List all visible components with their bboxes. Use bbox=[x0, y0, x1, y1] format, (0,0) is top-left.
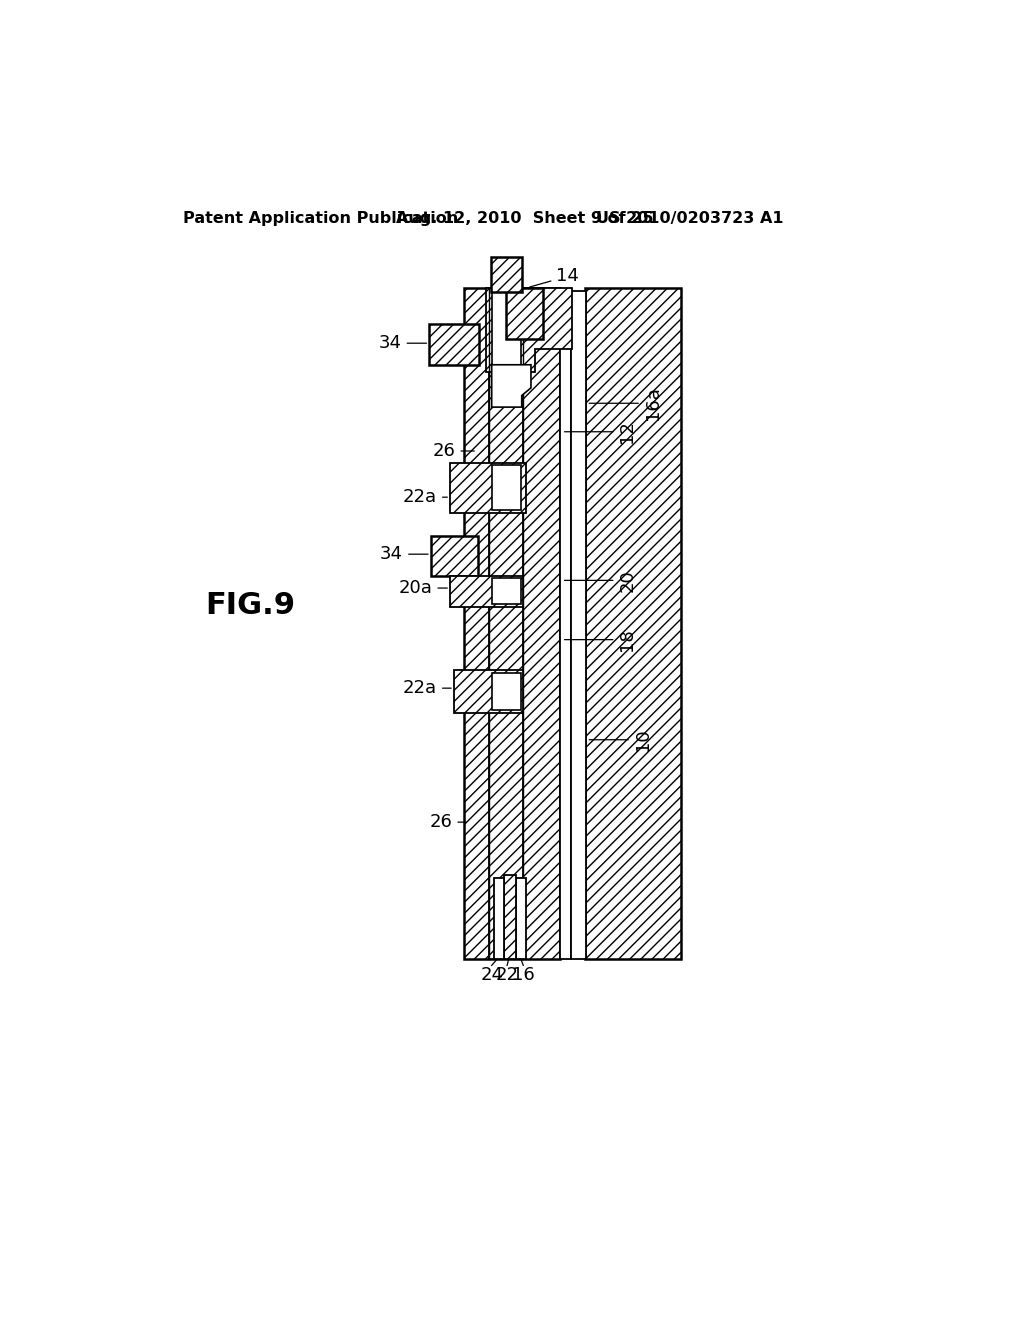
Polygon shape bbox=[431, 536, 478, 576]
Polygon shape bbox=[489, 288, 523, 960]
Text: 22: 22 bbox=[496, 966, 518, 983]
Polygon shape bbox=[504, 874, 515, 960]
Text: 34: 34 bbox=[379, 334, 427, 352]
Polygon shape bbox=[515, 878, 526, 960]
Polygon shape bbox=[506, 288, 543, 339]
Polygon shape bbox=[585, 288, 681, 960]
Text: Patent Application Publication: Patent Application Publication bbox=[183, 211, 458, 226]
Text: 16a: 16a bbox=[644, 387, 662, 420]
Text: 10: 10 bbox=[634, 729, 651, 751]
Polygon shape bbox=[560, 294, 571, 960]
Text: 18: 18 bbox=[618, 628, 636, 651]
Text: FIG.9: FIG.9 bbox=[205, 590, 295, 619]
Text: Aug. 12, 2010  Sheet 9 of 25: Aug. 12, 2010 Sheet 9 of 25 bbox=[396, 211, 653, 226]
Polygon shape bbox=[494, 878, 504, 960]
Polygon shape bbox=[492, 673, 521, 710]
Text: US 2010/0203723 A1: US 2010/0203723 A1 bbox=[596, 211, 784, 226]
Text: 26: 26 bbox=[429, 813, 467, 832]
Text: 24: 24 bbox=[480, 966, 503, 983]
Polygon shape bbox=[490, 257, 521, 292]
Polygon shape bbox=[485, 288, 571, 372]
Text: 22a: 22a bbox=[402, 680, 452, 697]
Text: 20a: 20a bbox=[398, 579, 447, 597]
Polygon shape bbox=[454, 671, 523, 713]
Text: 12: 12 bbox=[618, 420, 636, 444]
Polygon shape bbox=[464, 288, 560, 960]
Text: 14: 14 bbox=[529, 267, 580, 286]
Polygon shape bbox=[451, 576, 523, 607]
Text: 20: 20 bbox=[618, 569, 636, 591]
Text: 22a: 22a bbox=[402, 488, 447, 506]
Text: 34: 34 bbox=[380, 545, 428, 564]
Polygon shape bbox=[571, 290, 586, 960]
Polygon shape bbox=[492, 292, 521, 364]
Text: 26: 26 bbox=[432, 442, 474, 459]
Polygon shape bbox=[492, 578, 521, 605]
Polygon shape bbox=[492, 364, 531, 407]
Polygon shape bbox=[492, 465, 521, 511]
Polygon shape bbox=[429, 323, 479, 364]
Polygon shape bbox=[451, 462, 526, 512]
Text: 16: 16 bbox=[512, 966, 535, 983]
